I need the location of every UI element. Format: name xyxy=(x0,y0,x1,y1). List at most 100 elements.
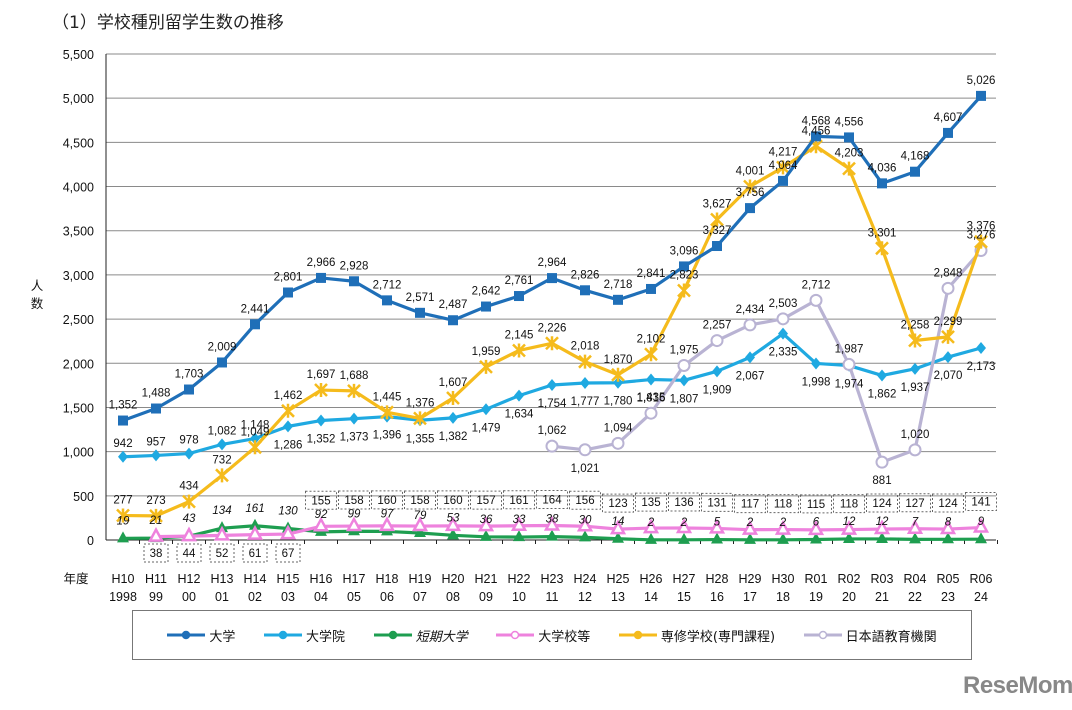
x-tick-year-label: 20 xyxy=(842,590,856,604)
y-tick-label: 500 xyxy=(73,490,94,504)
data-label-japanese-language-school: 2,503 xyxy=(769,298,798,310)
data-point-graduate-school xyxy=(448,411,458,424)
data-label-junior-college: 12 xyxy=(876,516,889,528)
data-point-junior-college xyxy=(975,532,987,544)
x-tick-year-label: 21 xyxy=(875,590,889,604)
data-point-university xyxy=(613,294,623,305)
data-point-junior-college xyxy=(546,529,558,541)
data-label-college-etc: 161 xyxy=(509,495,528,507)
data-point-college-etc xyxy=(378,516,396,532)
data-label-box xyxy=(305,490,337,510)
data-label-university: 2,928 xyxy=(340,260,369,272)
data-point-vocational-school xyxy=(116,508,130,523)
data-point-college-etc xyxy=(345,516,363,532)
data-point-college-etc xyxy=(246,524,264,540)
x-tick-year-label: 07 xyxy=(413,590,427,604)
data-point-university xyxy=(448,315,458,326)
data-point-junior-college xyxy=(942,532,954,544)
x-tick-year-label: 18 xyxy=(776,590,790,604)
data-label-japanese-language-school: 1,020 xyxy=(901,429,930,441)
data-label-college-etc: 124 xyxy=(938,498,958,510)
data-point-university xyxy=(877,178,887,189)
data-point-graduate-school xyxy=(283,420,293,433)
y-axis-title: 数 xyxy=(31,296,44,311)
legend-item: 日本語教育機関 xyxy=(803,626,937,645)
data-label-vocational-school: 3,376 xyxy=(967,221,996,233)
data-point-graduate-school xyxy=(481,403,491,416)
data-label-graduate-school: 1,396 xyxy=(373,430,402,442)
data-label-japanese-language-school: 3,276 xyxy=(967,230,996,242)
data-label-graduate-school: 1,148 xyxy=(241,420,270,432)
data-point-graduate-school xyxy=(217,438,227,451)
x-tick-year-label: 23 xyxy=(941,590,955,604)
x-tick-era-label: H12 xyxy=(178,572,201,586)
x-tick-era-label: H11 xyxy=(145,572,167,586)
data-label-japanese-language-school: 2,434 xyxy=(736,304,765,316)
data-label-college-etc: 123 xyxy=(608,498,627,510)
y-tick-label: 5,000 xyxy=(63,92,94,106)
data-label-box xyxy=(866,493,898,513)
data-point-vocational-school xyxy=(347,383,361,398)
data-label-junior-college: 2 xyxy=(680,517,688,529)
x-tick-era-label: H26 xyxy=(640,572,663,586)
data-point-japanese-language-school xyxy=(644,406,658,420)
data-label-college-etc: 118 xyxy=(774,499,792,511)
x-tick-era-label: H13 xyxy=(211,572,234,586)
data-label-japanese-language-school: 881 xyxy=(872,475,891,487)
resemom-watermark: ReseMom xyxy=(963,672,1072,699)
data-label-junior-college: 99 xyxy=(348,508,361,520)
data-label-college-etc: 124 xyxy=(872,498,892,510)
data-label-japanese-language-school: 2,712 xyxy=(802,279,831,291)
data-point-college-etc xyxy=(147,527,165,542)
data-point-graduate-school xyxy=(151,449,161,462)
data-point-university xyxy=(382,295,392,306)
data-label-graduate-school: 1,974 xyxy=(835,379,864,391)
data-point-graduate-school xyxy=(976,341,986,354)
data-label-junior-college: 19 xyxy=(117,515,130,527)
data-label-graduate-school: 1,373 xyxy=(340,432,369,444)
data-point-graduate-school xyxy=(778,327,788,340)
data-label-box xyxy=(569,490,601,510)
data-point-university xyxy=(118,415,128,426)
data-label-junior-college: 7 xyxy=(912,516,919,528)
data-label-vocational-school: 2,102 xyxy=(637,333,666,345)
data-point-japanese-language-school xyxy=(710,334,724,348)
chart-title: （1）学校種別留学生数の推移 xyxy=(52,13,284,33)
data-point-vocational-school xyxy=(479,359,493,374)
data-label-vocational-school: 2,226 xyxy=(538,322,567,334)
x-tick-era-label: H10 xyxy=(112,572,135,586)
data-label-graduate-school: 1,479 xyxy=(472,422,501,434)
data-label-college-etc: 67 xyxy=(282,548,295,560)
data-label-junior-college: 33 xyxy=(513,514,526,526)
data-point-college-etc xyxy=(741,520,759,535)
data-point-vocational-school xyxy=(512,343,526,358)
data-point-vocational-school xyxy=(743,179,757,194)
x-tick-year-label: 19 xyxy=(809,590,823,604)
data-label-vocational-school: 1,445 xyxy=(373,391,402,403)
data-label-vocational-school: 4,217 xyxy=(769,146,798,158)
data-point-junior-college xyxy=(876,531,888,543)
data-point-graduate-school xyxy=(580,376,590,389)
data-label-graduate-school: 1,816 xyxy=(637,393,666,405)
data-label-japanese-language-school: 1,975 xyxy=(670,344,699,356)
data-point-vocational-school xyxy=(842,161,856,176)
x-tick-year-label: 00 xyxy=(182,590,196,604)
y-tick-label: 5,500 xyxy=(63,48,94,62)
y-tick-label: 0 xyxy=(87,534,94,548)
data-point-japanese-language-school xyxy=(842,357,856,371)
x-axis-title: 年度 xyxy=(63,571,89,586)
data-label-vocational-school: 4,456 xyxy=(802,125,831,137)
data-label-university: 2,712 xyxy=(373,279,402,291)
data-label-box xyxy=(635,492,667,512)
data-label-box xyxy=(176,543,202,563)
data-label-junior-college: 9 xyxy=(978,516,985,528)
data-label-university: 4,568 xyxy=(802,115,831,127)
data-point-college-etc xyxy=(180,526,198,542)
data-label-graduate-school: 1,382 xyxy=(439,431,468,443)
data-point-japanese-language-school xyxy=(545,439,559,453)
data-point-graduate-school xyxy=(118,450,128,463)
data-label-vocational-school: 277 xyxy=(113,495,132,507)
x-tick-era-label: H15 xyxy=(277,572,300,586)
data-label-box xyxy=(833,494,865,514)
data-label-graduate-school: 1,909 xyxy=(703,384,732,396)
